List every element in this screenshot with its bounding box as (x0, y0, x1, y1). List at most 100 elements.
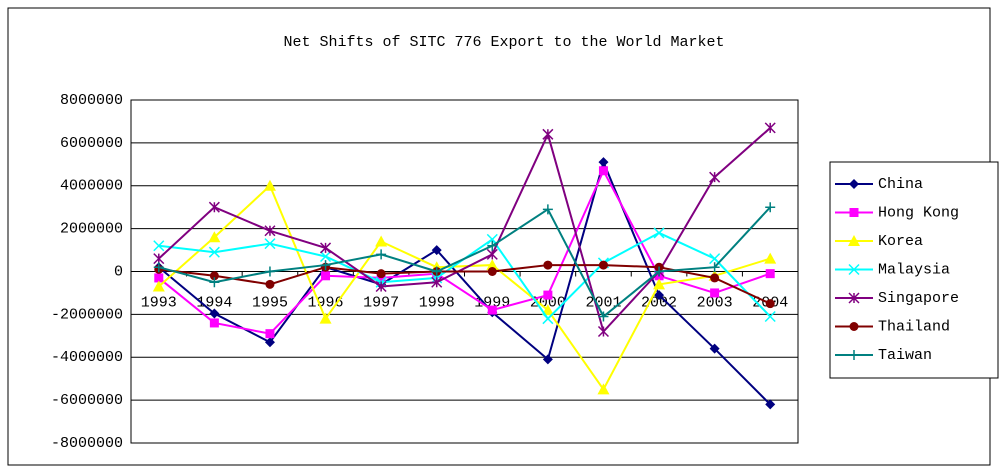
marker (265, 329, 275, 339)
marker (849, 322, 859, 331)
asterisk (542, 128, 554, 140)
y-tick-label: -8000000 (51, 435, 123, 452)
marker (431, 276, 443, 288)
cross (709, 253, 721, 265)
series-line (158, 184, 771, 392)
marker (848, 263, 860, 276)
x-tick-label: 2001 (585, 294, 621, 311)
y-tick-label: 4000000 (60, 178, 123, 195)
square (487, 305, 497, 315)
cross (848, 263, 860, 276)
marker (209, 318, 219, 328)
marker (320, 250, 332, 263)
marker (598, 166, 608, 176)
legend-label: Korea (878, 233, 923, 250)
circle (765, 299, 775, 309)
square (765, 269, 775, 279)
marker (152, 280, 165, 292)
marker (764, 122, 776, 134)
asterisk (848, 292, 860, 304)
marker (153, 262, 164, 273)
circle (543, 260, 553, 270)
marker (849, 350, 859, 360)
legend-label: Singapore (878, 290, 959, 307)
marker (598, 157, 609, 168)
marker (709, 262, 720, 273)
marker (542, 204, 553, 215)
triangle (375, 235, 388, 247)
marker (321, 271, 331, 281)
marker (765, 299, 775, 309)
marker (264, 266, 275, 277)
diamond (431, 245, 442, 256)
marker (431, 266, 442, 277)
square (321, 271, 331, 281)
plus (431, 266, 442, 277)
legend-label: Malaysia (878, 261, 950, 278)
asterisk (264, 225, 276, 237)
diamond (654, 290, 665, 301)
marker (487, 240, 498, 251)
plus (487, 240, 498, 251)
marker (709, 253, 721, 265)
marker (710, 273, 720, 283)
marker (709, 171, 721, 183)
marker (654, 290, 665, 301)
marker (209, 277, 220, 288)
plus (849, 350, 859, 360)
marker (765, 399, 776, 410)
asterisk (431, 276, 443, 288)
marker (543, 260, 553, 270)
cross (208, 246, 220, 258)
asterisk (597, 325, 609, 338)
marker (597, 325, 609, 338)
marker (264, 337, 275, 348)
marker (653, 227, 665, 239)
plus (542, 204, 553, 215)
diamond (765, 399, 776, 410)
marker (542, 128, 554, 140)
square (598, 166, 608, 176)
asterisk (709, 171, 721, 183)
marker (709, 343, 720, 354)
triangle (764, 252, 777, 264)
square (265, 329, 275, 339)
x-tick-label: 1995 (252, 294, 288, 311)
marker (263, 179, 276, 191)
circle (849, 322, 859, 331)
cross (320, 250, 332, 263)
cross (264, 238, 276, 250)
series-line (158, 206, 771, 319)
marker (375, 280, 387, 293)
marker (487, 267, 497, 276)
series-line (158, 264, 771, 305)
series-line (158, 127, 771, 334)
marker (154, 273, 164, 283)
circle (265, 279, 275, 289)
marker (376, 269, 386, 279)
cross (764, 310, 776, 323)
legend-label: Hong Kong (878, 204, 959, 221)
plus (153, 262, 164, 273)
series-line (158, 168, 771, 335)
x-tick-label: 1996 (308, 294, 344, 311)
marker (764, 252, 777, 264)
marker (208, 201, 220, 213)
cross (542, 313, 554, 325)
x-tick-label: 1993 (141, 294, 177, 311)
y-tick-label: 6000000 (60, 135, 123, 152)
diamond (709, 343, 720, 354)
marker (209, 308, 220, 319)
marker (654, 266, 665, 277)
cross (653, 227, 665, 239)
marker (153, 253, 165, 265)
triangle (208, 231, 221, 243)
square (710, 288, 720, 298)
circle (710, 273, 720, 283)
marker (376, 249, 387, 260)
marker (431, 245, 442, 256)
triangle (653, 278, 666, 290)
y-tick-label: -2000000 (51, 306, 123, 323)
asterisk (764, 122, 776, 134)
marker (848, 235, 860, 246)
